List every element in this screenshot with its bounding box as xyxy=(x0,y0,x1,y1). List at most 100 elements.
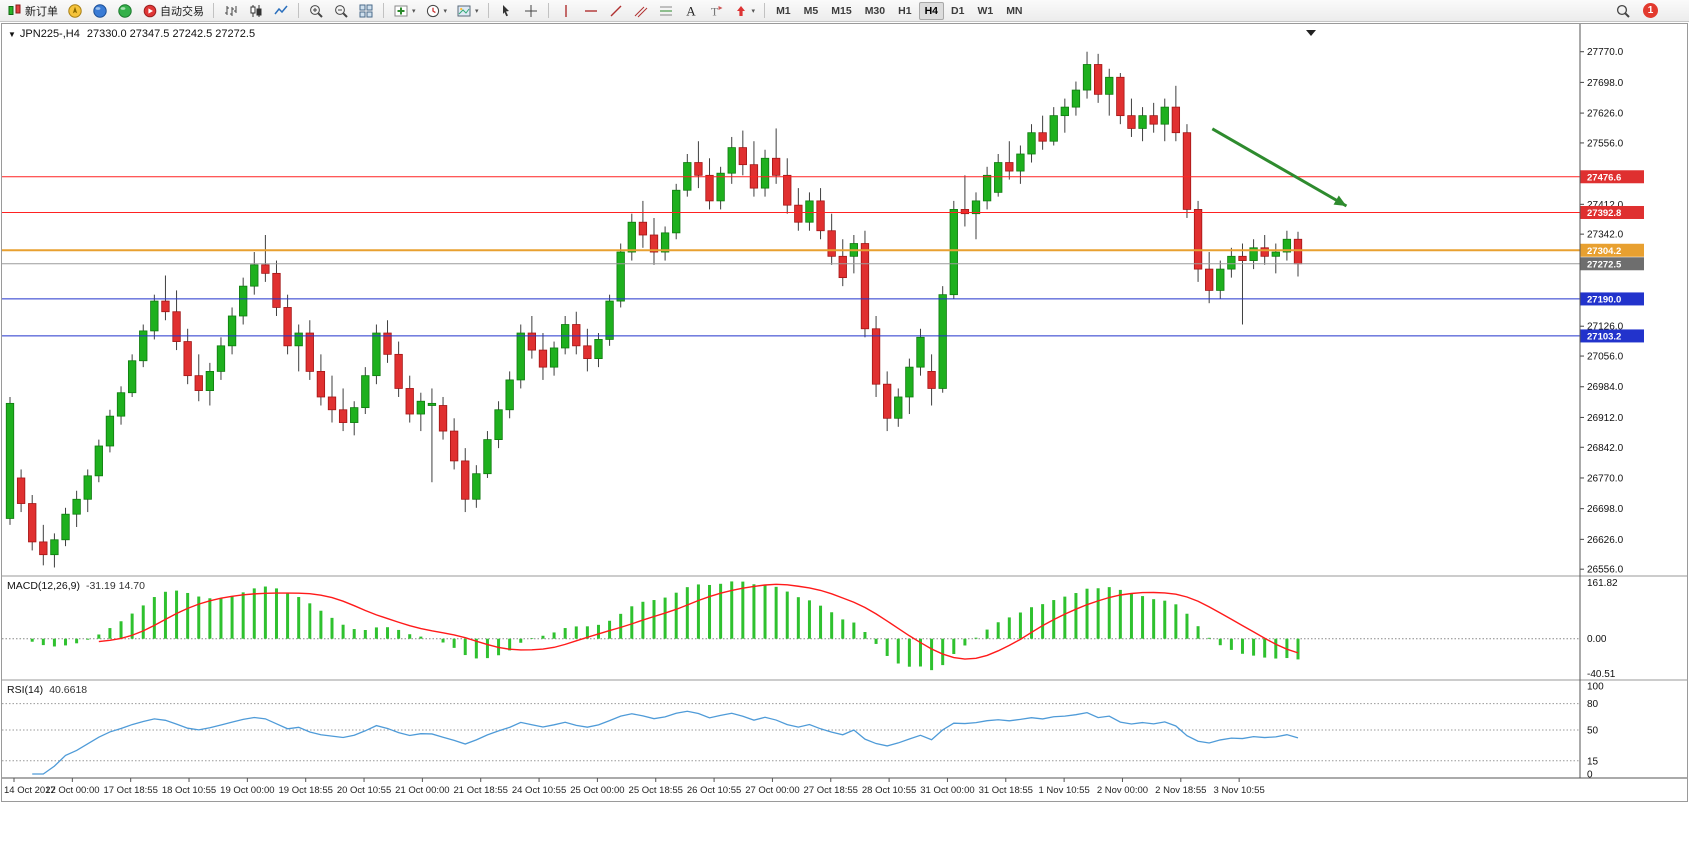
macd-axis-label: 0.00 xyxy=(1587,634,1607,645)
crosshair-button[interactable] xyxy=(519,1,543,21)
text-button[interactable]: A xyxy=(679,1,703,21)
price-tick-label: 27698.0 xyxy=(1587,78,1624,89)
zoom-out-button[interactable] xyxy=(329,1,353,21)
timeframe-h1-button[interactable]: H1 xyxy=(898,4,912,17)
price-badge-27190.0 xyxy=(1580,292,1644,306)
candle xyxy=(760,157,770,189)
candle xyxy=(638,221,648,236)
dropdown-caret-icon: ▾ xyxy=(475,7,479,15)
rsi-axis-label: 50 xyxy=(1587,726,1599,737)
tile-windows-icon xyxy=(358,3,374,19)
toolbar-separator xyxy=(487,3,489,18)
time-axis-label: 19 Oct 00:00 xyxy=(220,785,274,796)
price-chart[interactable]: 27770.0 27698.0 27626.0 27556.0 27412.0 27342… xyxy=(2,24,1687,801)
candlestick-chart-button[interactable] xyxy=(244,1,268,21)
candle xyxy=(283,307,292,347)
price-badge-27103.2 xyxy=(1580,329,1644,343)
candle xyxy=(672,189,681,234)
bar-chart-button[interactable] xyxy=(219,1,243,21)
timeframe-h4-button[interactable]: H4 xyxy=(918,1,944,20)
candle xyxy=(1060,106,1069,117)
candle xyxy=(805,200,814,223)
candle xyxy=(161,300,170,313)
candle xyxy=(1227,255,1236,270)
timeframe-m15-button[interactable]: M15 xyxy=(831,4,852,17)
timeframe-m5-button[interactable]: M5 xyxy=(803,4,819,17)
arrows-button[interactable]: ▾ xyxy=(729,1,760,21)
rsi-axis-label: 100 xyxy=(1587,682,1604,693)
candle xyxy=(727,147,736,174)
price-tick-label: 27126.0 xyxy=(1587,322,1624,333)
notification-badge[interactable]: 1 xyxy=(1643,3,1658,18)
timeframe-mn-button[interactable]: MN xyxy=(1006,4,1023,17)
candle xyxy=(39,541,48,556)
fibo-icon xyxy=(658,3,674,19)
candle xyxy=(72,498,81,515)
charts-community-button[interactable] xyxy=(63,1,87,21)
trend-arrow-line[interactable] xyxy=(1211,127,1348,208)
price-badge-label: 27392.8 xyxy=(1587,208,1621,219)
price-tick-label: 26626.0 xyxy=(1587,535,1624,546)
chart-corner-dropdown-icon[interactable] xyxy=(1306,30,1316,36)
trendline-icon xyxy=(608,3,624,19)
candle xyxy=(1293,238,1303,265)
candle xyxy=(1138,115,1147,129)
indicators-icon xyxy=(393,3,409,19)
trendline-button[interactable] xyxy=(604,1,628,21)
channel-icon xyxy=(633,3,649,19)
periods-button[interactable]: ▾ xyxy=(421,1,452,21)
macd-signal-line xyxy=(98,583,1299,660)
timeframe-m1-button[interactable]: M1 xyxy=(776,4,791,17)
toolbar-separator xyxy=(298,3,299,18)
candle xyxy=(250,264,259,287)
timeframe-m30-button[interactable]: M30 xyxy=(864,4,886,17)
line-chart-button[interactable] xyxy=(269,1,293,21)
candle xyxy=(1127,115,1136,129)
zoom-out-icon xyxy=(333,3,349,19)
cursor-icon xyxy=(498,3,514,19)
zoom-in-button[interactable] xyxy=(304,1,328,21)
zoom-in-icon xyxy=(308,3,324,19)
navigator-button[interactable] xyxy=(113,1,137,21)
templates-button[interactable]: ▾ xyxy=(452,1,483,21)
time-axis-label: 27 Oct 18:55 xyxy=(804,785,858,796)
candle xyxy=(583,345,592,360)
cursor-button[interactable] xyxy=(494,1,518,21)
timeframe-w1-button[interactable]: W1 xyxy=(977,4,994,17)
macd-axis-label: 161.82 xyxy=(1587,578,1618,589)
time-axis-label: 28 Oct 10:55 xyxy=(862,785,916,796)
vline-icon xyxy=(558,3,574,19)
candle xyxy=(1249,247,1258,261)
price-badge-label: 27304.2 xyxy=(1587,246,1621,257)
dropdown-caret-icon: ▾ xyxy=(443,7,448,15)
new-order-button[interactable]: 新订单 xyxy=(3,1,62,21)
time-axis-label: 14 Oct 2022 xyxy=(4,785,56,796)
candle xyxy=(139,330,148,362)
tile-windows-button[interactable] xyxy=(354,1,378,21)
equidistant-channel-button[interactable] xyxy=(629,1,653,21)
search-button[interactable] xyxy=(1611,1,1635,21)
chart-window: 27770.0 27698.0 27626.0 27556.0 27412.0 27342… xyxy=(1,23,1688,802)
candle xyxy=(438,405,448,432)
candle xyxy=(1093,64,1103,95)
timeframe-d1-button[interactable]: D1 xyxy=(951,4,965,17)
candle xyxy=(538,349,548,368)
fibonacci-retracement-button[interactable] xyxy=(654,1,678,21)
market-watch-button[interactable] xyxy=(88,1,112,21)
price-badge-27304.2 xyxy=(1580,243,1644,257)
time-axis-label: 19 Oct 18:55 xyxy=(278,785,332,796)
candle xyxy=(694,162,703,176)
candle xyxy=(894,396,903,419)
candle xyxy=(16,477,26,504)
indicators-button[interactable]: ▾ xyxy=(389,1,420,21)
candle xyxy=(216,345,226,372)
autotrading-button[interactable]: 自动交易 xyxy=(138,1,208,21)
horizontal-line-button[interactable] xyxy=(579,1,603,21)
toolbar-separator xyxy=(383,3,384,18)
text-label-button[interactable]: T xyxy=(704,1,728,21)
trend-arrow-head xyxy=(1333,195,1347,207)
rsi-axis-label: 0 xyxy=(1587,770,1593,781)
price-badge-label: 27272.5 xyxy=(1587,259,1622,270)
candle xyxy=(1082,64,1092,91)
vertical-line-button[interactable] xyxy=(554,1,578,21)
